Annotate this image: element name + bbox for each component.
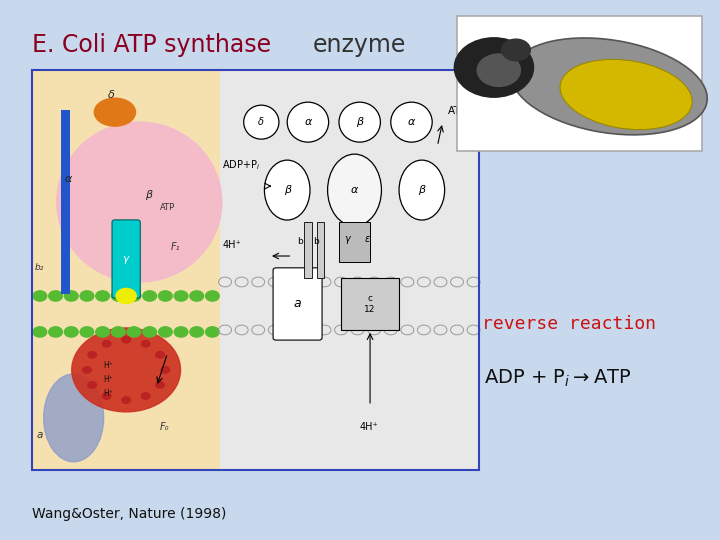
Ellipse shape	[94, 98, 135, 126]
Ellipse shape	[72, 328, 181, 412]
Text: ε: ε	[365, 234, 370, 244]
Ellipse shape	[391, 102, 432, 142]
Circle shape	[102, 341, 111, 347]
FancyBboxPatch shape	[220, 70, 479, 470]
FancyBboxPatch shape	[112, 220, 140, 298]
Text: 4H⁺: 4H⁺	[222, 240, 241, 250]
Ellipse shape	[57, 122, 222, 282]
Text: δ: δ	[258, 117, 264, 127]
Text: b: b	[297, 237, 303, 246]
Circle shape	[502, 39, 531, 60]
Circle shape	[158, 327, 172, 337]
Circle shape	[143, 291, 156, 301]
Circle shape	[477, 54, 521, 86]
Circle shape	[161, 367, 170, 373]
Circle shape	[33, 327, 47, 337]
Circle shape	[174, 327, 188, 337]
Circle shape	[88, 382, 96, 388]
FancyBboxPatch shape	[61, 110, 71, 294]
Text: β: β	[145, 190, 152, 200]
Text: a: a	[36, 430, 42, 440]
Text: δ: δ	[107, 90, 114, 100]
Circle shape	[454, 38, 534, 97]
Text: reverse reaction: reverse reaction	[482, 315, 656, 333]
Circle shape	[205, 327, 219, 337]
Text: 4H⁺: 4H⁺	[359, 422, 378, 432]
Ellipse shape	[339, 102, 380, 142]
Text: E. Coli ATP synthase: E. Coli ATP synthase	[32, 33, 279, 57]
Text: H⁺: H⁺	[104, 361, 114, 370]
Ellipse shape	[44, 374, 104, 462]
Text: b₂: b₂	[35, 263, 44, 272]
Ellipse shape	[510, 38, 707, 135]
Circle shape	[116, 288, 136, 303]
Text: b: b	[313, 237, 319, 246]
FancyBboxPatch shape	[318, 222, 325, 278]
Circle shape	[49, 291, 63, 301]
Circle shape	[49, 327, 63, 337]
Circle shape	[83, 367, 91, 373]
Circle shape	[190, 291, 204, 301]
Text: c
12: c 12	[364, 294, 376, 314]
Circle shape	[156, 382, 164, 388]
Text: α: α	[305, 117, 312, 127]
Text: α: α	[351, 185, 359, 195]
Text: H⁺: H⁺	[104, 389, 114, 398]
Circle shape	[190, 327, 204, 337]
Circle shape	[122, 397, 130, 403]
Text: Wang&Oster, Nature (1998): Wang&Oster, Nature (1998)	[32, 507, 227, 521]
Ellipse shape	[399, 160, 445, 220]
Text: γ: γ	[344, 234, 350, 244]
Circle shape	[80, 327, 94, 337]
Circle shape	[96, 327, 109, 337]
Text: ADP + P$_i$$\rightarrow$ATP: ADP + P$_i$$\rightarrow$ATP	[485, 367, 631, 389]
Circle shape	[33, 291, 47, 301]
Circle shape	[143, 327, 156, 337]
Text: F₁: F₁	[171, 242, 181, 252]
FancyBboxPatch shape	[341, 278, 399, 330]
Text: enzyme: enzyme	[313, 33, 407, 57]
Text: H⁺: H⁺	[104, 375, 114, 384]
Circle shape	[112, 291, 125, 301]
Circle shape	[112, 327, 125, 337]
Circle shape	[141, 393, 150, 399]
Circle shape	[64, 291, 78, 301]
Text: β: β	[356, 117, 364, 127]
Text: γ: γ	[122, 254, 129, 264]
Ellipse shape	[243, 105, 279, 139]
Circle shape	[174, 291, 188, 301]
Circle shape	[141, 341, 150, 347]
Ellipse shape	[560, 59, 692, 130]
Text: F₀: F₀	[160, 422, 169, 432]
Text: ADP+P$_i$: ADP+P$_i$	[222, 158, 261, 172]
Text: α: α	[64, 174, 72, 184]
Circle shape	[122, 336, 130, 343]
Text: ATP: ATP	[448, 106, 467, 116]
Ellipse shape	[287, 102, 328, 142]
Circle shape	[80, 291, 94, 301]
Text: ATP: ATP	[160, 203, 175, 212]
Circle shape	[156, 352, 164, 358]
Text: α: α	[408, 117, 415, 127]
FancyBboxPatch shape	[305, 222, 312, 278]
Circle shape	[158, 291, 172, 301]
Circle shape	[102, 393, 111, 399]
Circle shape	[96, 291, 109, 301]
Text: β: β	[418, 185, 426, 195]
FancyBboxPatch shape	[338, 222, 370, 262]
Circle shape	[88, 352, 96, 358]
Circle shape	[127, 291, 141, 301]
FancyBboxPatch shape	[457, 16, 702, 151]
Circle shape	[64, 327, 78, 337]
FancyBboxPatch shape	[32, 70, 220, 470]
Text: β: β	[284, 185, 291, 195]
FancyBboxPatch shape	[273, 268, 322, 340]
Circle shape	[127, 327, 141, 337]
Ellipse shape	[328, 154, 382, 226]
Text: a: a	[294, 298, 302, 310]
Ellipse shape	[264, 160, 310, 220]
Circle shape	[205, 291, 219, 301]
